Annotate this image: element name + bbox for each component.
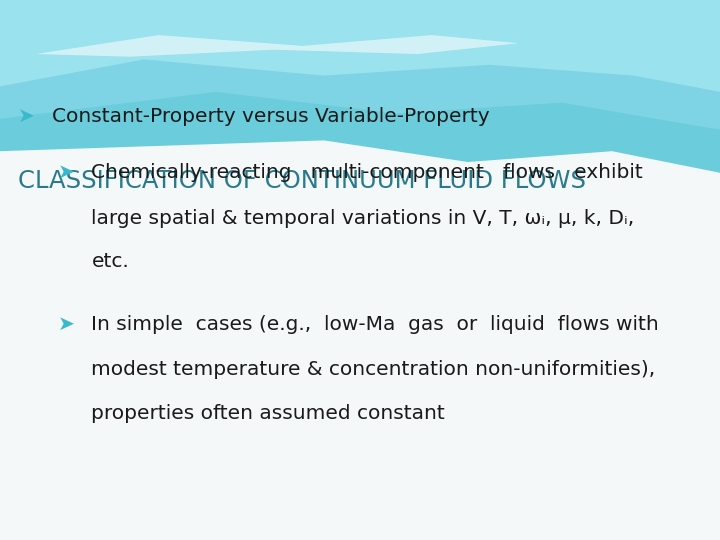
Text: properties often assumed constant: properties often assumed constant — [91, 403, 445, 423]
Polygon shape — [0, 0, 720, 173]
Text: large spatial & temporal variations in V, T, ωᵢ, μ, k, Dᵢ,: large spatial & temporal variations in V… — [91, 209, 635, 228]
Polygon shape — [0, 0, 720, 130]
Text: ➤: ➤ — [58, 163, 74, 183]
Polygon shape — [36, 35, 518, 57]
Text: ➤: ➤ — [18, 106, 35, 126]
Text: In simple  cases (e.g.,  low-Ma  gas  or  liquid  flows with: In simple cases (e.g., low-Ma gas or liq… — [91, 314, 660, 334]
Text: etc.: etc. — [91, 252, 129, 272]
Text: modest temperature & concentration non-uniformities),: modest temperature & concentration non-u… — [91, 360, 656, 380]
Text: Constant-Property versus Variable-Property: Constant-Property versus Variable-Proper… — [52, 106, 490, 126]
Text: CLASSIFICATION OF CONTINUUM FLUID FLOWS: CLASSIFICATION OF CONTINUUM FLUID FLOWS — [18, 169, 586, 193]
Text: ➤: ➤ — [58, 314, 74, 334]
Text: Chemically-reacting   multi-component   flows   exhibit: Chemically-reacting multi-component flow… — [91, 163, 643, 183]
Polygon shape — [0, 0, 720, 92]
